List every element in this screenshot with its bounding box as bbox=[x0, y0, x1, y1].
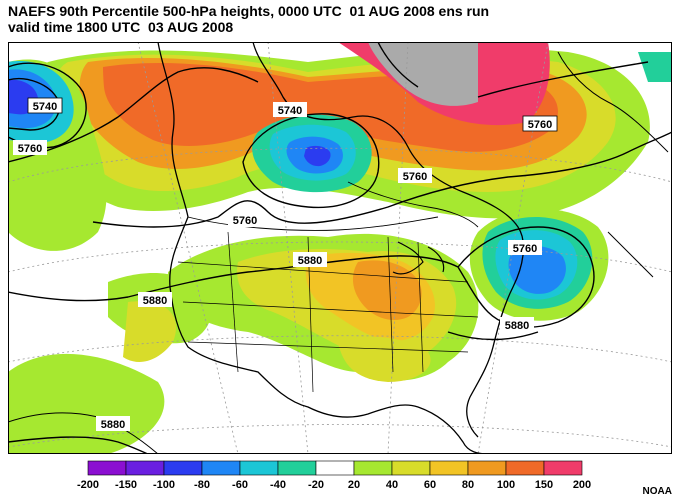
svg-text:5880: 5880 bbox=[298, 255, 322, 267]
color-swatch bbox=[505, 460, 545, 476]
color-swatch bbox=[391, 460, 431, 476]
color-scale-tick-label: 40 bbox=[386, 479, 398, 491]
color-scale-tick-label: 150 bbox=[535, 479, 553, 491]
label-5740-west: 5740 bbox=[27, 97, 63, 114]
color-scale-tick-label: -200 bbox=[77, 479, 99, 491]
color-scale-legend: -200 -150 -100 -80 -60 -40 -20 20 40 60 80 100 150 20… bbox=[77, 460, 591, 491]
label-5880-central: 5880 bbox=[293, 252, 327, 267]
color-scale-swatches bbox=[87, 460, 583, 476]
svg-text:5760: 5760 bbox=[233, 215, 257, 227]
map-frame bbox=[8, 42, 672, 454]
color-scale-tick-label: 100 bbox=[497, 479, 515, 491]
color-scale-tick-label: 80 bbox=[462, 479, 474, 491]
svg-text:5880: 5880 bbox=[143, 295, 167, 307]
label-5760-west: 5760 bbox=[13, 140, 47, 155]
svg-text:5880: 5880 bbox=[101, 419, 125, 431]
color-swatch bbox=[315, 460, 355, 476]
graticule bbox=[8, 42, 672, 454]
svg-text:5880: 5880 bbox=[505, 320, 529, 332]
svg-text:5760: 5760 bbox=[513, 243, 537, 255]
height-contours bbox=[8, 42, 672, 454]
svg-text:5740: 5740 bbox=[33, 101, 57, 113]
color-swatch bbox=[277, 460, 317, 476]
color-swatch bbox=[353, 460, 393, 476]
color-swatch bbox=[467, 460, 507, 476]
map-title-line1: NAEFS 90th Percentile 500-hPa heights, 0… bbox=[8, 3, 490, 19]
noaa-credit: NOAA bbox=[642, 486, 672, 497]
color-swatch bbox=[163, 460, 203, 476]
height-anomaly-map: 5740 5760 5740 5760 5760 5760 5880 5760 … bbox=[8, 42, 672, 454]
label-5760-north: 5760 bbox=[522, 115, 558, 132]
label-5880-west: 5880 bbox=[138, 292, 172, 307]
color-scale-tick-label: -60 bbox=[232, 479, 248, 491]
svg-text:5760: 5760 bbox=[18, 143, 42, 155]
color-scale-tick-label: 20 bbox=[348, 479, 360, 491]
label-5740-hudson: 5740 bbox=[273, 102, 307, 117]
map-title-line2: valid time 1800 UTC 03 AUG 2008 bbox=[8, 19, 234, 35]
color-scale-tick-label: -100 bbox=[153, 479, 175, 491]
color-scale-tick-label: 60 bbox=[424, 479, 436, 491]
label-5760-plains: 5760 bbox=[228, 212, 262, 227]
color-swatch bbox=[543, 460, 583, 476]
color-scale-tick-label: -150 bbox=[115, 479, 137, 491]
label-5760-atlantic: 5760 bbox=[508, 240, 542, 255]
color-swatch bbox=[429, 460, 469, 476]
color-scale-tick-label: -20 bbox=[308, 479, 324, 491]
color-scale-tick-label: 200 bbox=[573, 479, 591, 491]
label-5880-east: 5880 bbox=[500, 317, 534, 332]
svg-text:5760: 5760 bbox=[403, 171, 427, 183]
color-scale-ticks: -200 -150 -100 -80 -60 -40 -20 20 40 60 80 100 150 20… bbox=[77, 479, 591, 491]
color-scale-tick-label: -80 bbox=[194, 479, 210, 491]
color-swatch bbox=[201, 460, 241, 476]
color-swatch bbox=[239, 460, 279, 476]
coastlines-and-borders bbox=[8, 42, 669, 454]
color-swatch bbox=[87, 460, 127, 476]
label-5880-pacific: 5880 bbox=[96, 416, 130, 431]
contour-labels: 5740 5760 5740 5760 5760 5760 5880 5760 … bbox=[13, 97, 558, 431]
svg-text:5760: 5760 bbox=[528, 119, 552, 131]
svg-text:5740: 5740 bbox=[278, 105, 302, 117]
color-scale-tick-label: -40 bbox=[270, 479, 286, 491]
label-5760-quebec: 5760 bbox=[398, 168, 432, 183]
color-swatch bbox=[125, 460, 165, 476]
